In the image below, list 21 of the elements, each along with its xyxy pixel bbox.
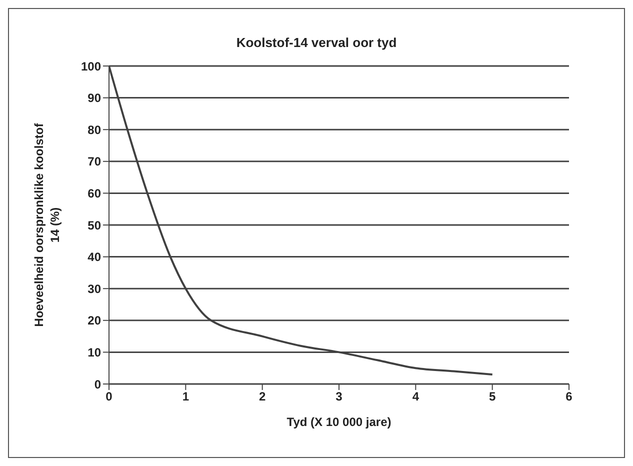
chart-title: Koolstof-14 verval oor tyd	[235, 34, 398, 50]
x-axis-title: Tyd (X 10 000 jare)	[286, 415, 392, 429]
y-tick-label: 40	[88, 250, 102, 264]
x-tick-label: 2	[258, 390, 266, 404]
y-tick-label: 20	[88, 314, 102, 328]
y-tick-label: 90	[88, 91, 102, 106]
y-tick-label: 100	[80, 59, 102, 74]
y-tick-label: 60	[88, 186, 102, 200]
y-tick-label: 10	[88, 345, 102, 360]
x-tick-label: 0	[106, 390, 113, 404]
x-tick-label: 1	[182, 390, 190, 404]
x-tick-label: 3	[336, 390, 343, 404]
y-tick-label: 0	[94, 377, 102, 392]
y-tick-label: 70	[88, 154, 102, 169]
y-tick-label: 50	[88, 218, 102, 232]
x-tick-label: 6	[566, 390, 573, 404]
y-axis-title: Hoeveelheid oorspronklike koolstof 14 (%)	[32, 122, 62, 327]
x-tick-label: 5	[488, 390, 496, 404]
y-tick-label: 30	[88, 282, 102, 296]
y-tick-label: 80	[88, 122, 102, 137]
x-tick-label: 4	[412, 390, 420, 404]
